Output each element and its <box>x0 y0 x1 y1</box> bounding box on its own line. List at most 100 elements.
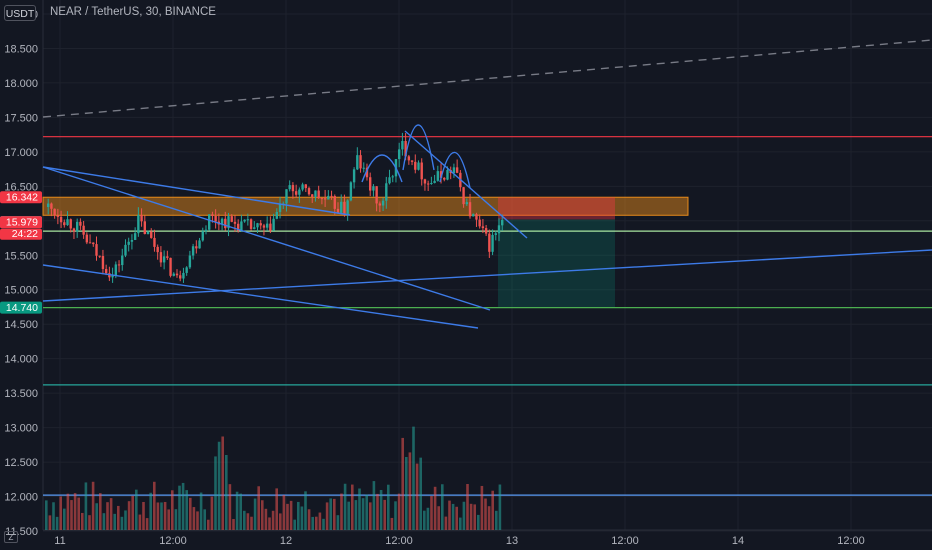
candle-body <box>59 216 63 223</box>
time-tick-label: 12:00 <box>837 535 865 547</box>
volume-bar <box>217 441 221 530</box>
candle-body <box>407 156 411 161</box>
candle-body <box>98 255 101 257</box>
candle-body <box>420 162 423 180</box>
volume-bar <box>156 502 160 530</box>
right-shoulder-arc[interactable] <box>439 151 471 189</box>
candle-body <box>259 223 262 226</box>
volume-bar <box>412 426 415 530</box>
trendline-peak[interactable] <box>404 130 528 239</box>
volume-bar <box>207 519 210 530</box>
volume-bar <box>246 513 250 530</box>
volume-bar <box>142 501 145 530</box>
price-label-text: 24:22 <box>12 228 38 240</box>
candle-body <box>314 190 317 197</box>
volume-bar <box>430 496 433 530</box>
zone-short-position-target[interactable] <box>498 219 615 308</box>
trendline[interactable] <box>42 39 932 118</box>
candle-body <box>124 244 127 256</box>
left-shoulder-arc[interactable] <box>361 154 403 183</box>
volume-bar <box>419 457 422 530</box>
volume-bar <box>106 502 109 530</box>
candle-body <box>436 171 440 181</box>
volume-bar <box>473 504 476 530</box>
volume-bar <box>84 482 88 530</box>
volume-bar <box>451 503 455 530</box>
volume-bar <box>376 493 379 530</box>
candle-body <box>188 255 192 268</box>
candle-body <box>240 221 243 231</box>
candle-body <box>404 140 407 157</box>
candle-body <box>101 256 105 269</box>
volume-bar <box>333 498 336 530</box>
volume-bar <box>343 483 347 530</box>
volume-bar <box>109 498 113 530</box>
time-tick-label: 12:00 <box>611 535 639 547</box>
volume-bar <box>459 517 462 530</box>
candle-body <box>336 208 340 213</box>
currency-button[interactable]: USDT <box>4 5 36 21</box>
candle-body <box>133 233 137 240</box>
candle-body <box>446 170 449 180</box>
volume-bar <box>131 495 134 530</box>
candle-body <box>311 194 314 197</box>
volume-bar <box>203 509 206 530</box>
volume-bar <box>225 454 228 530</box>
trendline[interactable] <box>42 166 491 311</box>
candle-body <box>291 185 295 192</box>
candle-body <box>243 219 246 222</box>
candle-body <box>130 239 134 242</box>
candle-body <box>146 231 150 234</box>
volume-bar <box>91 481 95 530</box>
candle-body <box>182 272 185 279</box>
zoom-button[interactable]: Z <box>4 531 18 543</box>
candle-body <box>143 221 146 234</box>
volume-bar <box>239 493 242 530</box>
price-label-bar-countdown <box>0 228 42 240</box>
volume-bar <box>462 501 466 530</box>
volume-bar <box>487 506 491 530</box>
candle-body <box>423 179 427 184</box>
trendline[interactable] <box>42 166 351 216</box>
time-tick-label: 13 <box>506 535 518 547</box>
volume-bar <box>52 502 55 530</box>
volume-bar <box>433 486 437 530</box>
volume-bar <box>311 516 314 530</box>
time-tick-label: 14 <box>732 535 744 547</box>
volume-bar <box>279 513 282 530</box>
candle-body <box>227 216 230 229</box>
candle-body <box>462 187 465 205</box>
candle-body <box>452 167 456 174</box>
candle-body <box>75 221 79 232</box>
price-tick-label: 12.500 <box>4 457 38 469</box>
candle-body <box>204 229 208 232</box>
volume-bar <box>423 510 426 530</box>
candle-body <box>497 225 501 234</box>
candle-body <box>66 219 69 226</box>
volume-bar <box>181 482 185 530</box>
volume-bar <box>491 490 494 530</box>
candle-body <box>195 246 198 249</box>
candle-body <box>465 202 468 205</box>
volume-bar <box>232 519 235 530</box>
candle-body <box>433 180 436 184</box>
candle-body <box>256 223 259 228</box>
volume-bar <box>397 493 401 530</box>
volume-bar <box>171 490 174 530</box>
volume-bar <box>275 488 278 530</box>
candle-body <box>369 177 372 191</box>
trendline[interactable] <box>42 264 479 329</box>
price-label-text: 15.979 <box>6 217 38 229</box>
volume-bar <box>167 509 170 530</box>
volume-bar <box>45 500 48 530</box>
trendline[interactable] <box>42 249 932 302</box>
volume-bar <box>73 493 77 530</box>
volume-bar <box>66 493 70 530</box>
head-arc[interactable] <box>402 124 435 171</box>
zone-resistance-box[interactable] <box>42 196 689 216</box>
volume-bar <box>307 509 311 530</box>
volume-bar <box>495 510 498 530</box>
zone-short-position-risk[interactable] <box>498 197 615 220</box>
